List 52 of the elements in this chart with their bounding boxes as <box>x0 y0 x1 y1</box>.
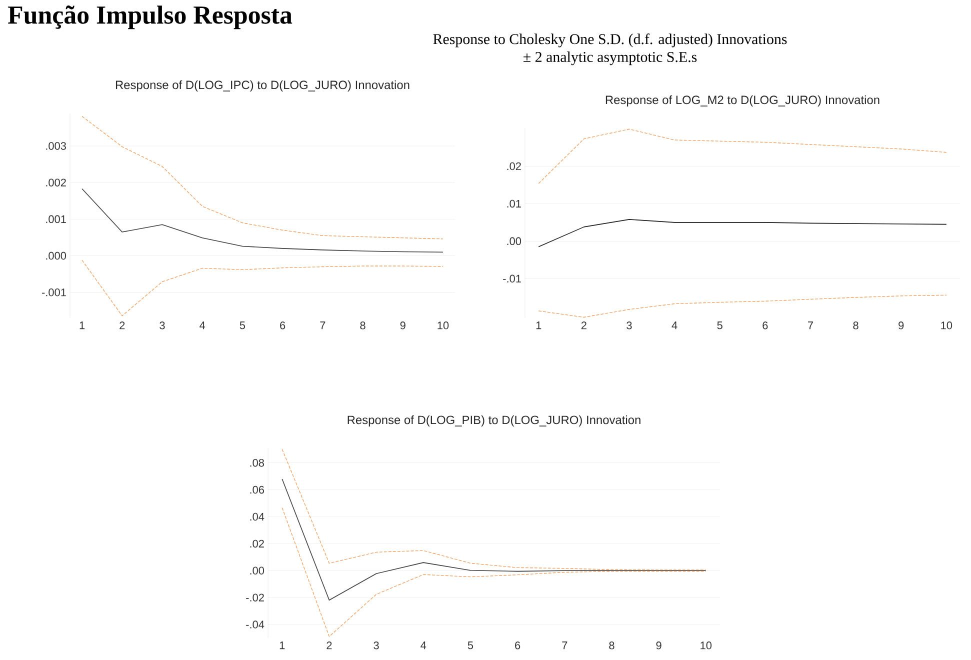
y-tick-label: -.001 <box>42 288 66 296</box>
x-tick-label: 5 <box>468 642 474 650</box>
x-tick-label: 1 <box>280 642 285 650</box>
y-tick-label: .002 <box>46 178 66 186</box>
y-tick-label: -.02 <box>246 594 264 602</box>
x-tick-label: 6 <box>280 322 286 330</box>
x-tick-label: 2 <box>326 642 332 650</box>
x-tick-label: 1 <box>536 322 542 330</box>
x-tick-label: 9 <box>400 322 406 330</box>
y-tick-label: .00 <box>250 566 264 575</box>
y-tick-label: .02 <box>507 162 521 170</box>
x-tick-label: 2 <box>120 322 125 330</box>
y-tick-label: -.01 <box>503 274 521 283</box>
x-tick-label: 10 <box>438 322 449 330</box>
x-tick-label: 9 <box>898 322 904 330</box>
x-tick-label: 8 <box>360 322 366 330</box>
x-tick-label: 3 <box>374 642 379 650</box>
x-tick-label: 7 <box>808 322 813 330</box>
x-tick-label: 5 <box>717 322 722 330</box>
x-tick-label: 9 <box>656 642 662 650</box>
x-tick-label: 10 <box>700 642 712 650</box>
x-tick-label: 3 <box>626 322 632 330</box>
y-tick-label: .000 <box>46 252 66 260</box>
x-tick-label: 1 <box>80 322 85 330</box>
x-tick-label: 8 <box>853 322 858 330</box>
y-tick-label: .06 <box>250 486 264 494</box>
x-tick-label: 7 <box>562 642 568 650</box>
y-tick-label: .02 <box>250 540 264 548</box>
chart-title: Response of LOG_M2 to D(LOG_JURO) Innovation <box>606 95 880 107</box>
y-tick-label: .04 <box>250 512 264 521</box>
chart-title: Response of D(LOG_IPC) to D(LOG_JURO) Innovation <box>116 80 410 92</box>
x-tick-label: 4 <box>200 322 206 330</box>
y-tick-label: .01 <box>507 200 521 208</box>
y-tick-label: .00 <box>507 237 522 246</box>
y-tick-label: .003 <box>46 142 66 150</box>
chart-title: Response of D(LOG_PIB) to D(LOG_JURO) Innovation <box>348 415 640 427</box>
x-tick-label: 6 <box>762 322 768 330</box>
y-tick-label: .001 <box>46 215 66 224</box>
text: Response to Cholesky One S.D. (d.f. adjusted) Innovations <box>433 34 787 48</box>
y-tick-label: .08 <box>250 458 264 467</box>
y-tick-label: -.04 <box>246 620 264 628</box>
x-tick-label: 8 <box>609 642 614 650</box>
x-tick-label: 7 <box>320 322 326 330</box>
x-tick-label: 4 <box>672 322 678 330</box>
x-tick-label: 6 <box>515 642 520 650</box>
x-tick-label: 5 <box>240 322 246 330</box>
x-tick-label: 3 <box>160 322 165 330</box>
text: ± 2 analytic asymptotic S.E.s <box>524 52 697 66</box>
x-tick-label: 4 <box>420 642 426 650</box>
x-tick-label: 2 <box>581 322 586 330</box>
x-tick-label: 10 <box>941 322 952 330</box>
text: Função Impulso Resposta <box>8 6 292 30</box>
